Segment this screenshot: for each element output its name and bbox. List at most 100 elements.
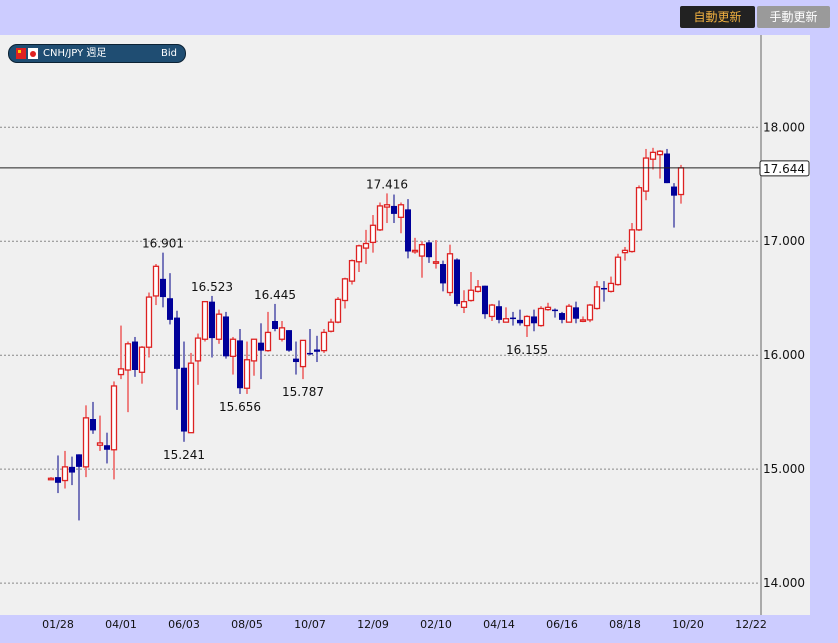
candle-body (278, 327, 286, 340)
candle-body (677, 167, 685, 196)
candle-down (307, 328, 313, 356)
candle-up (502, 307, 510, 323)
candle-up (229, 336, 237, 375)
candle-down (104, 432, 110, 464)
candle-body (418, 244, 426, 257)
candle-up (467, 272, 475, 302)
candle-body (181, 367, 187, 432)
candle-body (47, 477, 55, 481)
candle-body (320, 331, 328, 352)
candle-body (96, 442, 104, 446)
candle-up (565, 303, 573, 323)
candle-up (264, 311, 272, 352)
candle-body (405, 209, 411, 252)
annotations: 16.901 15.241 16.523 15.656 16.445 15.787 17.4… (142, 177, 548, 461)
candle-down (559, 311, 565, 324)
candle-body (635, 187, 643, 231)
candle-up (537, 306, 545, 327)
candle-down (531, 309, 537, 332)
candle-body (523, 315, 531, 327)
candle-down (552, 308, 558, 318)
candle-body (82, 417, 90, 468)
candle-up (145, 292, 153, 358)
candle-up (362, 229, 370, 265)
candle-body (307, 352, 313, 355)
y-axis-ticks: 14.000 15.000 16.000 17.000 18.000 (763, 120, 805, 590)
auto-update-button[interactable]: 自動更新 (680, 6, 755, 28)
candle-up (460, 290, 468, 314)
candle-up (621, 246, 629, 261)
candle-body (432, 261, 440, 264)
candle-up (418, 241, 426, 278)
candle-up (138, 346, 146, 384)
price-annotation: 15.787 (282, 385, 324, 399)
candle-up (341, 277, 349, 309)
manual-update-button[interactable]: 手動更新 (757, 6, 830, 28)
candle-up (187, 352, 195, 434)
y-tick-label: 16.000 (763, 348, 805, 362)
candle-body (614, 256, 622, 286)
candle-body (586, 304, 594, 321)
candles (47, 147, 685, 521)
candle-up (201, 300, 209, 342)
candle-body (607, 282, 615, 293)
candle-down (160, 252, 166, 308)
candle-up (124, 341, 132, 413)
current-price-label: 17.644 (763, 162, 805, 176)
candle-down (496, 300, 502, 324)
candle-body (124, 343, 132, 371)
candle-up (278, 321, 286, 342)
candle-up (614, 253, 622, 286)
candle-body (69, 466, 75, 473)
candle-down (167, 273, 173, 325)
symbol-legend[interactable]: CNH/JPY 週足 Bid (8, 44, 186, 63)
candle-down (174, 310, 180, 410)
candle-down (664, 148, 670, 184)
candle-body (531, 316, 537, 324)
x-tick-label: 12/22 (735, 618, 767, 631)
y-tick-label: 18.000 (763, 120, 805, 134)
candle-body (656, 150, 664, 156)
candle-up (628, 223, 636, 253)
candle-body (440, 264, 446, 284)
candle-down (517, 309, 523, 326)
candle-body (446, 253, 454, 294)
candle-up (215, 309, 223, 344)
candle-body (649, 151, 657, 160)
candle-body (293, 358, 299, 363)
candle-body (104, 445, 110, 450)
candle-up (110, 381, 118, 480)
x-tick-label: 10/07 (294, 618, 326, 631)
candle-body (573, 307, 579, 319)
candle-up (677, 164, 685, 204)
candle-up (586, 303, 594, 323)
x-tick-label: 04/01 (105, 618, 137, 631)
candle-up (544, 302, 552, 311)
candle-body (502, 318, 510, 323)
candle-body (209, 301, 215, 339)
x-tick-label: 08/05 (231, 618, 263, 631)
candle-body (286, 330, 292, 351)
candle-body (593, 286, 601, 310)
candle-body (579, 319, 587, 323)
price-annotation: 15.656 (219, 400, 261, 414)
candle-body (391, 205, 397, 214)
candle-up (383, 193, 391, 224)
candle-up (642, 148, 650, 201)
price-annotation: 16.901 (142, 237, 184, 251)
candle-body (642, 157, 650, 192)
candle-up (369, 215, 377, 253)
candle-down (272, 303, 278, 332)
price-type-label: Bid (161, 48, 177, 59)
candle-body (496, 306, 502, 320)
candle-up (348, 259, 356, 285)
candle-down (601, 281, 607, 302)
price-annotation: 17.416 (366, 177, 408, 191)
candle-up (649, 147, 657, 170)
candle-down (391, 194, 397, 224)
candle-up (432, 240, 440, 269)
x-tick-label: 08/18 (609, 618, 641, 631)
candle-body (250, 338, 258, 362)
candle-up (411, 237, 419, 254)
